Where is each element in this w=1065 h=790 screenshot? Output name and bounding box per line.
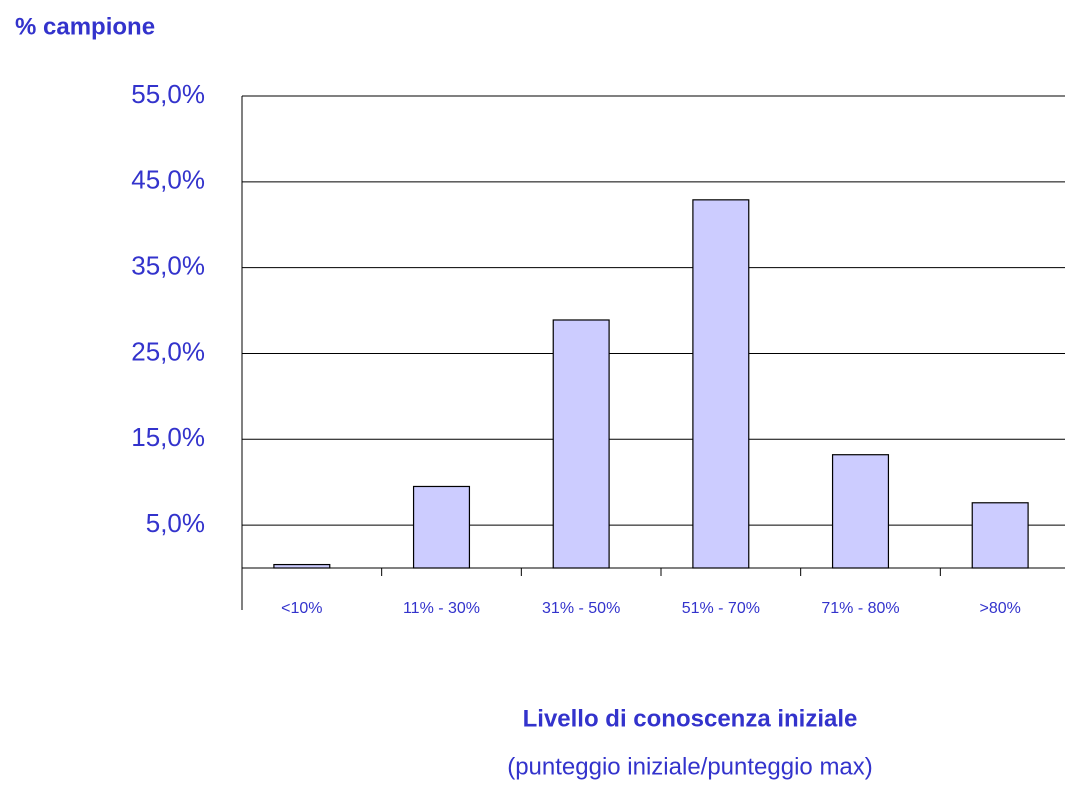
y-tick-label: 5,0% [146,508,205,538]
x-axis-title: Livello di conoscenza iniziale [523,705,858,732]
x-tick-label: >80% [979,600,1020,617]
bar [971,502,1029,569]
x-tick-label: 51% - 70% [682,600,760,617]
x-axis-note: (punteggio iniziale/punteggio max) [507,753,873,780]
y-tick-label: 55,0% [131,79,205,109]
bar [831,454,890,569]
y-tick-label: 25,0% [131,336,205,366]
y-tick-label: 35,0% [131,251,205,281]
x-tick-label: <10% [281,600,322,617]
y-tick-label: 15,0% [131,422,205,452]
y-axis-title: % campione [15,13,155,40]
x-tick-label: 31% - 50% [542,600,620,617]
bar [692,199,750,569]
x-tick-label: 71% - 80% [821,600,899,617]
bar [552,319,610,569]
bar [273,563,331,569]
bar [412,485,471,569]
x-tick-label: 11% - 30% [403,600,480,617]
y-tick-label: 45,0% [131,165,205,195]
